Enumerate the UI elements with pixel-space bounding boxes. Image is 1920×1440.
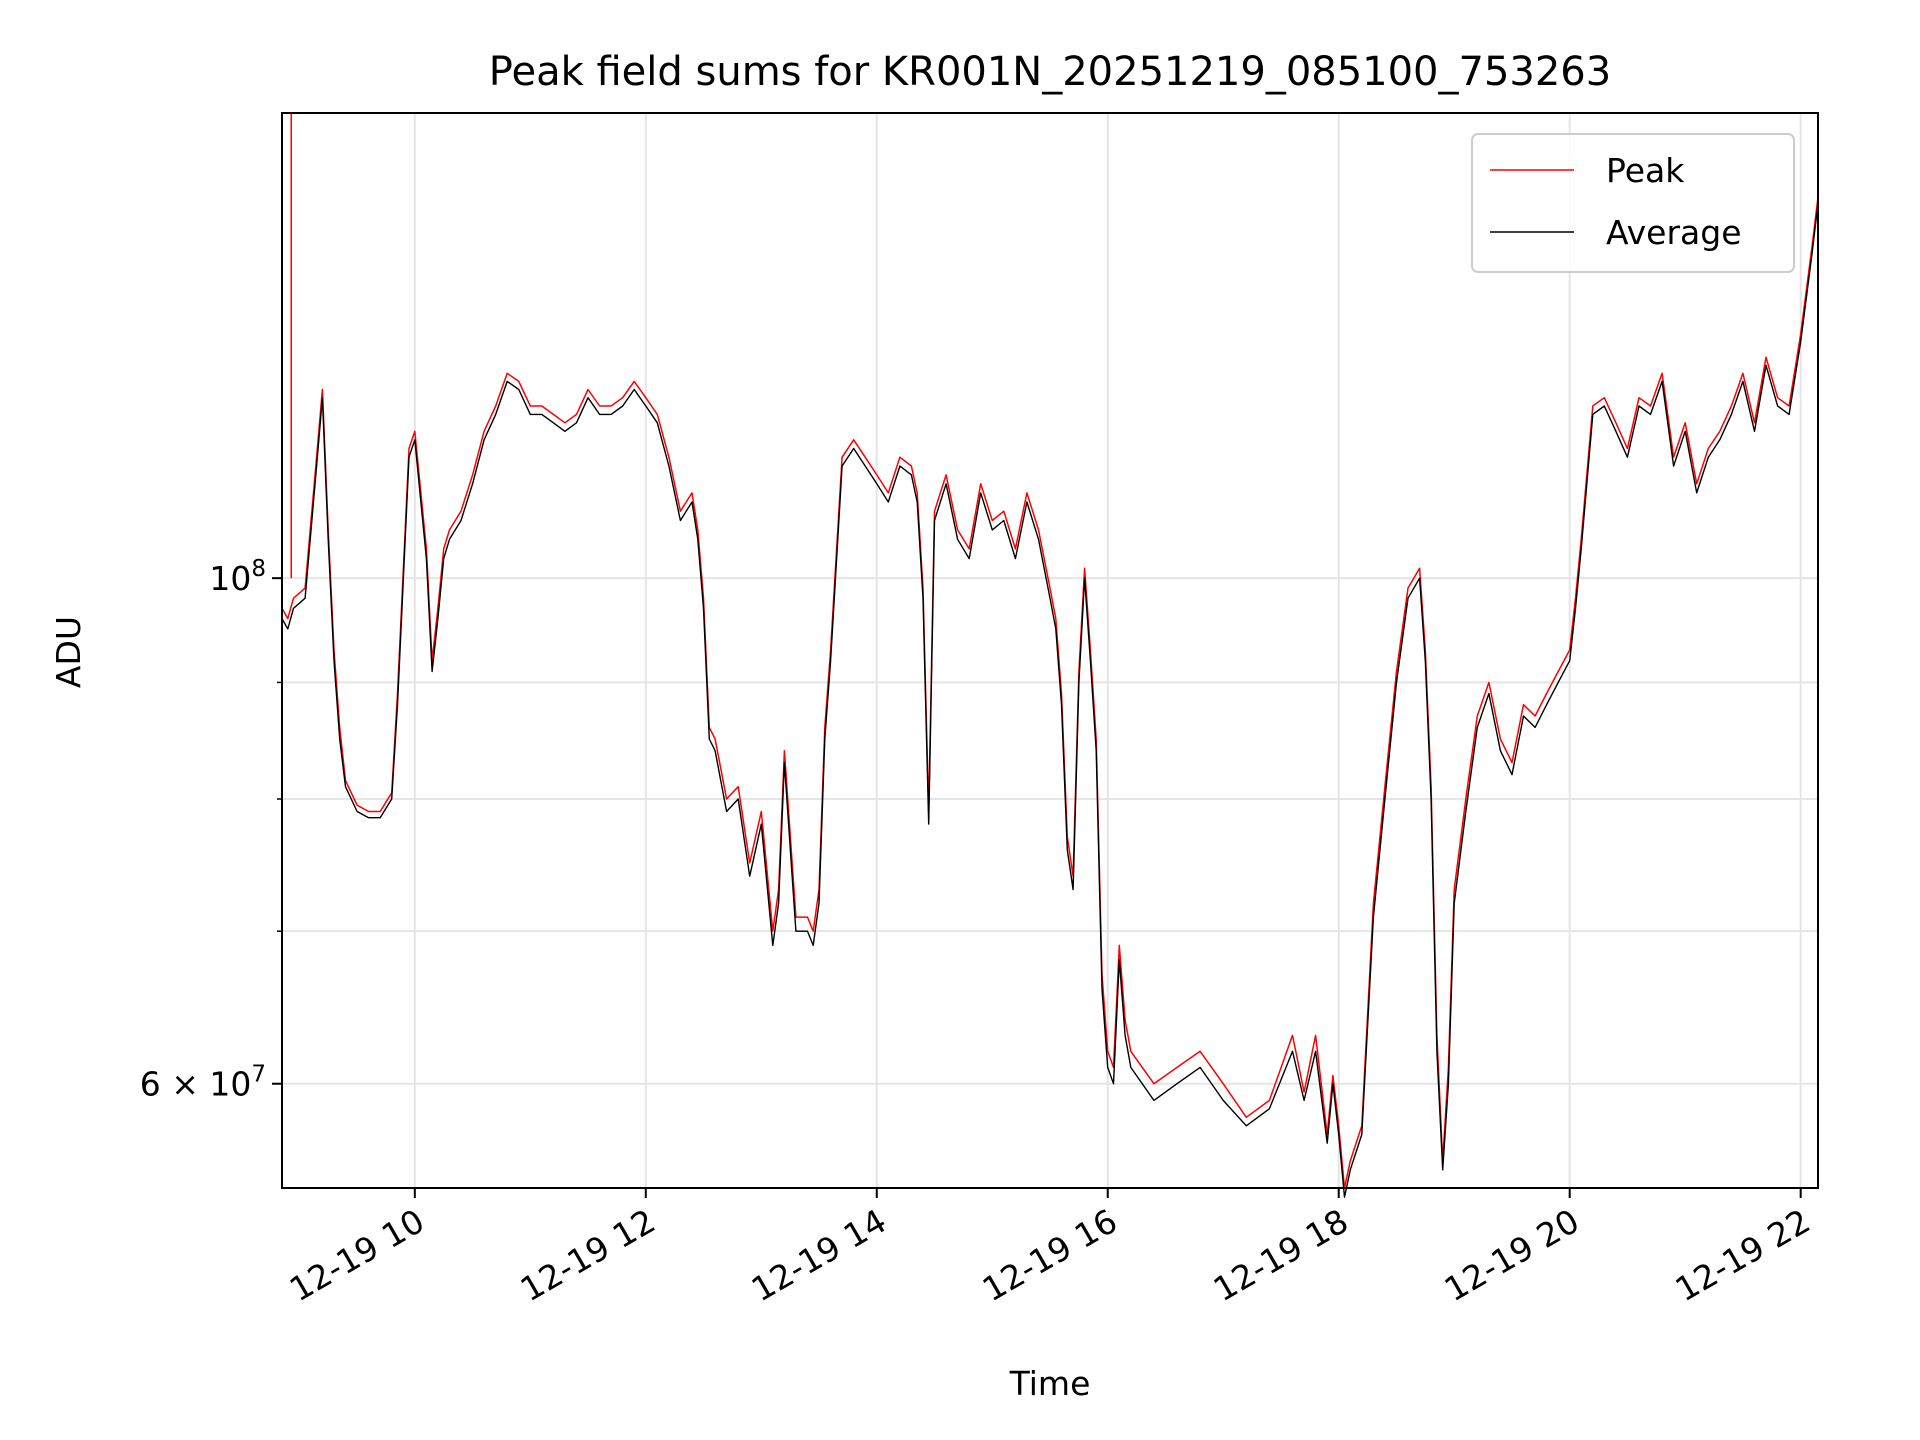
- average-series-line: [281, 203, 1819, 1198]
- x-axis-label: Time: [1009, 1364, 1091, 1403]
- chart-title: Peak field sums for KR001N_20251219_0851…: [489, 49, 1611, 95]
- y-axis-label: ADU: [49, 616, 88, 688]
- legend: Peak Average: [1471, 133, 1795, 273]
- y-tick-label: 6 × 107: [140, 1062, 266, 1104]
- grid-lines: [282, 113, 1818, 1188]
- y-tick-label: 108: [209, 556, 266, 598]
- peak-series-line: [281, 196, 1819, 1189]
- y-axis: 108 6 × 107: [140, 556, 282, 1104]
- series-layer: [281, 113, 1819, 1198]
- legend-average-label: Average: [1606, 213, 1742, 252]
- plot-area: [282, 113, 1818, 1188]
- legend-box: [1471, 133, 1795, 273]
- plot-frame: [281, 112, 1819, 1189]
- legend-peak-label: Peak: [1606, 151, 1685, 190]
